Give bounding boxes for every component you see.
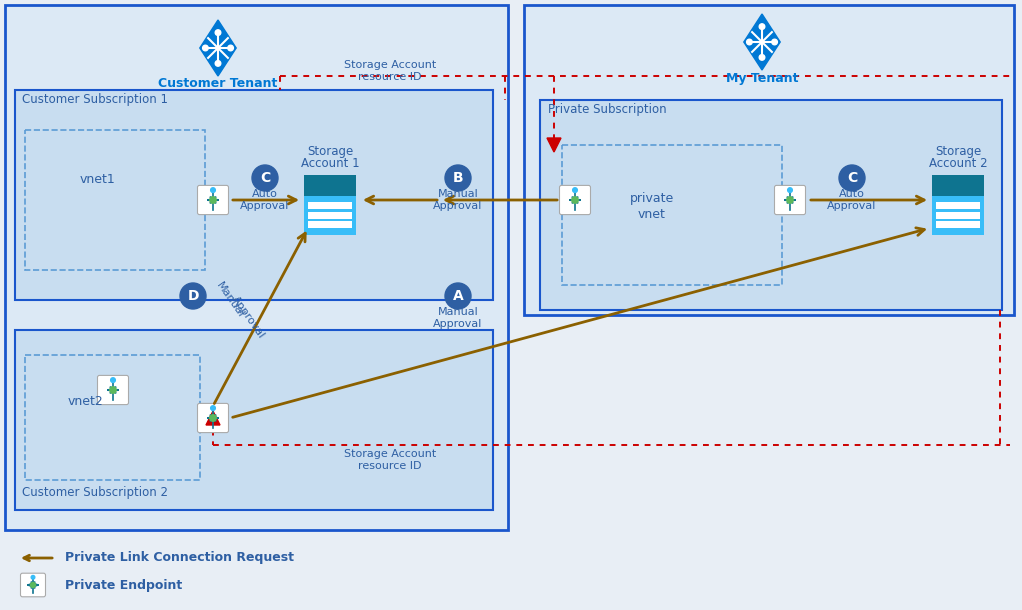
FancyBboxPatch shape xyxy=(775,185,805,215)
Circle shape xyxy=(210,415,217,422)
Polygon shape xyxy=(206,411,220,425)
Bar xyxy=(562,145,782,285)
Text: Manual: Manual xyxy=(215,281,245,320)
Bar xyxy=(15,90,493,300)
Text: B: B xyxy=(453,171,463,185)
Bar xyxy=(936,212,980,220)
Circle shape xyxy=(109,387,117,393)
Polygon shape xyxy=(547,138,561,152)
Circle shape xyxy=(252,165,278,191)
Text: resource ID: resource ID xyxy=(359,461,422,471)
Text: Storage Account: Storage Account xyxy=(343,449,436,459)
FancyBboxPatch shape xyxy=(20,573,46,597)
Circle shape xyxy=(211,406,216,411)
Bar xyxy=(936,221,980,228)
Circle shape xyxy=(747,39,752,45)
Circle shape xyxy=(445,283,471,309)
Circle shape xyxy=(202,45,208,51)
Circle shape xyxy=(787,197,793,203)
Circle shape xyxy=(110,378,115,382)
Bar xyxy=(304,196,356,235)
Text: Private Subscription: Private Subscription xyxy=(548,103,666,116)
Text: resource ID: resource ID xyxy=(359,72,422,82)
Text: vnet2: vnet2 xyxy=(68,395,104,408)
Circle shape xyxy=(759,55,764,60)
Text: Auto: Auto xyxy=(839,189,865,199)
Text: Manual: Manual xyxy=(437,307,478,317)
Text: Storage Account: Storage Account xyxy=(343,60,436,70)
Text: C: C xyxy=(847,171,857,185)
FancyBboxPatch shape xyxy=(97,375,129,404)
Circle shape xyxy=(32,575,35,579)
Text: Account 1: Account 1 xyxy=(300,157,360,170)
Text: Manual: Manual xyxy=(437,189,478,199)
Circle shape xyxy=(31,583,36,587)
Circle shape xyxy=(571,197,578,203)
Text: vnet: vnet xyxy=(638,208,666,221)
Circle shape xyxy=(788,188,792,192)
Bar xyxy=(25,355,200,480)
Text: vnet1: vnet1 xyxy=(80,173,115,186)
Text: D: D xyxy=(187,289,198,303)
Text: Approval: Approval xyxy=(433,319,482,329)
Bar xyxy=(5,5,508,530)
Text: Private Endpoint: Private Endpoint xyxy=(65,578,182,592)
Circle shape xyxy=(839,165,865,191)
Bar xyxy=(524,5,1014,315)
Text: Account 2: Account 2 xyxy=(929,157,987,170)
Circle shape xyxy=(180,283,206,309)
Text: Approval: Approval xyxy=(828,201,877,211)
Circle shape xyxy=(445,165,471,191)
Text: C: C xyxy=(260,171,270,185)
FancyBboxPatch shape xyxy=(197,403,229,432)
Bar xyxy=(936,202,980,209)
Bar xyxy=(932,196,984,235)
Circle shape xyxy=(572,188,577,192)
Polygon shape xyxy=(199,20,236,76)
FancyBboxPatch shape xyxy=(197,185,229,215)
Bar xyxy=(308,221,352,228)
Text: Approval: Approval xyxy=(240,201,289,211)
Text: A: A xyxy=(453,289,463,303)
FancyBboxPatch shape xyxy=(559,185,591,215)
Bar xyxy=(15,330,493,510)
Text: Customer Tenant: Customer Tenant xyxy=(158,77,278,90)
Text: Approval: Approval xyxy=(230,294,267,340)
Bar xyxy=(540,100,1002,310)
Circle shape xyxy=(216,30,221,35)
Text: My Tenant: My Tenant xyxy=(726,72,798,85)
Bar xyxy=(25,130,205,270)
Text: Auto: Auto xyxy=(252,189,278,199)
Circle shape xyxy=(772,39,778,45)
Circle shape xyxy=(210,197,217,203)
Circle shape xyxy=(211,188,216,192)
Circle shape xyxy=(228,45,233,51)
Bar xyxy=(308,202,352,209)
Bar xyxy=(308,212,352,220)
Polygon shape xyxy=(744,14,780,70)
Circle shape xyxy=(216,60,221,66)
Text: Customer Subscription 1: Customer Subscription 1 xyxy=(22,93,168,106)
Circle shape xyxy=(759,24,764,29)
Text: Approval: Approval xyxy=(433,201,482,211)
Bar xyxy=(932,175,984,196)
Text: Private Link Connection Request: Private Link Connection Request xyxy=(65,551,294,564)
Text: Customer Subscription 2: Customer Subscription 2 xyxy=(22,486,168,499)
Text: Storage: Storage xyxy=(935,145,981,158)
Bar xyxy=(304,175,356,196)
Text: Storage: Storage xyxy=(307,145,354,158)
Text: private: private xyxy=(630,192,675,205)
